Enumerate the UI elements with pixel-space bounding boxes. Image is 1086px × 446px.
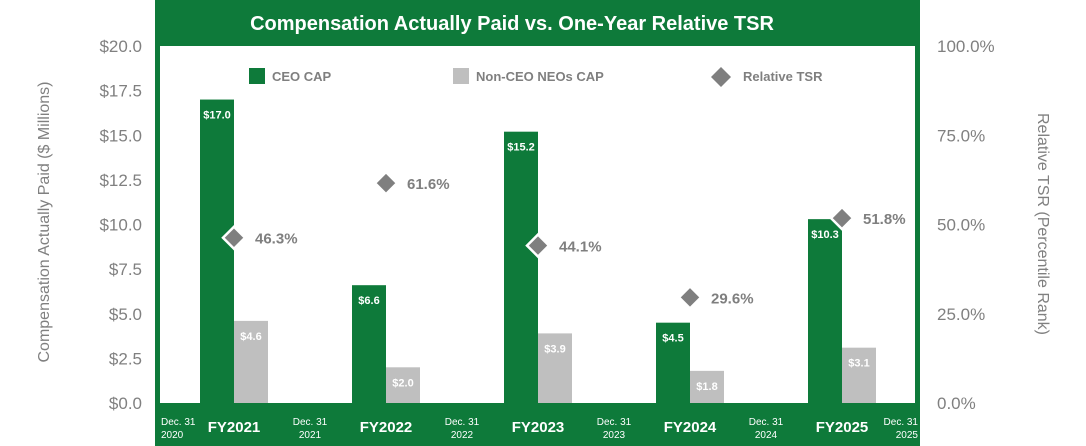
date-label-line1: Dec. 31 xyxy=(597,417,632,428)
category-label: FY2022 xyxy=(360,419,413,436)
relative-tsr-marker xyxy=(677,284,703,311)
relative-tsr-label: 44.1% xyxy=(559,239,602,256)
relative-tsr-marker xyxy=(525,232,551,259)
legend-swatch-ceo-cap xyxy=(249,68,265,84)
ceo-cap-bar-label: $4.5 xyxy=(662,333,683,345)
date-label-line1: Dec. 31 xyxy=(749,417,784,428)
y-tick-label: $10.0 xyxy=(99,216,142,235)
relative-tsr-label: 46.3% xyxy=(255,231,298,248)
y-tick-label: $5.0 xyxy=(109,305,142,324)
non-ceo-cap-bar xyxy=(690,370,724,403)
non-ceo-cap-bar xyxy=(234,320,268,403)
y-tick-label: $20.0 xyxy=(99,37,142,56)
date-label-line2: 2020 xyxy=(161,430,184,441)
date-label-line1: Dec. 31 xyxy=(884,417,919,428)
y-tick-label: $2.5 xyxy=(109,349,142,368)
y2-tick-label: 100.0% xyxy=(937,37,995,56)
relative-tsr-marker xyxy=(221,224,247,251)
ceo-cap-bar-label: $10.3 xyxy=(811,229,839,241)
ceo-cap-bar xyxy=(808,219,842,403)
y-tick-label: $12.5 xyxy=(99,171,142,190)
category-label: FY2024 xyxy=(664,419,717,436)
date-label-line2: 2022 xyxy=(451,430,474,441)
non-ceo-cap-bar xyxy=(842,347,876,403)
y-tick-label: $17.5 xyxy=(99,82,142,101)
ceo-cap-bar xyxy=(504,131,538,403)
date-label-line2: 2024 xyxy=(755,430,778,441)
date-label-line2: 2021 xyxy=(299,430,322,441)
ceo-cap-bar-label: $15.2 xyxy=(507,142,535,154)
non-ceo-cap-bar xyxy=(538,333,572,403)
legend-swatch-non-ceo-cap xyxy=(453,68,469,84)
date-label-line1: Dec. 31 xyxy=(161,417,196,428)
tsr-markers: 46.3% 61.6% 44.1% 29.6% 51.8% xyxy=(221,170,906,311)
legend-label-ceo-cap: CEO CAP xyxy=(272,69,332,84)
legend-label-relative-tsr: Relative TSR xyxy=(743,69,823,84)
date-label-line2: 2025 xyxy=(896,430,919,441)
relative-tsr-marker xyxy=(373,170,399,196)
non-ceo-cap-bar xyxy=(386,367,420,403)
non-ceo-cap-bar-label: $4.6 xyxy=(240,331,261,343)
category-label: FY2023 xyxy=(512,419,565,436)
non-ceo-cap-bar-label: $3.1 xyxy=(848,358,869,370)
bars: $17.0 $4.6 $6.6 $2.0 $15.2 $3.9 $4.5 $1.8 $10.3 $… xyxy=(200,99,876,404)
y2-axis-title: Relative TSR (Percentile Rank) xyxy=(1034,113,1051,335)
legend-label-non-ceo-cap: Non-CEO NEOs CAP xyxy=(476,69,604,84)
non-ceo-cap-bar-label: $1.8 xyxy=(696,381,717,393)
ceo-cap-bar xyxy=(352,285,386,403)
non-ceo-cap-bar-label: $3.9 xyxy=(544,343,565,355)
y2-tick-label: 0.0% xyxy=(937,394,976,413)
y2-axis-ticks: 0.0% 25.0% 50.0% 75.0% 100.0% xyxy=(937,37,995,413)
date-label-line1: Dec. 31 xyxy=(293,417,328,428)
relative-tsr-label: 29.6% xyxy=(711,290,754,307)
y-axis-ticks: $0.0 $2.5 $5.0 $7.5 $10.0 $12.5 $15.0 $17.5 $20.… xyxy=(99,37,142,413)
legend: CEO CAP Non-CEO NEOs CAP Relative TSR xyxy=(249,67,823,87)
y-tick-label: $15.0 xyxy=(99,126,142,145)
category-label: FY2021 xyxy=(208,419,261,436)
y2-tick-label: 25.0% xyxy=(937,305,985,324)
category-labels: FY2021 FY2022 FY2023 FY2024 FY2025 xyxy=(208,419,869,436)
non-ceo-cap-bar-label: $2.0 xyxy=(392,377,413,389)
relative-tsr-label: 61.6% xyxy=(407,176,450,193)
relative-tsr-label: 51.8% xyxy=(863,211,906,228)
ceo-cap-bar xyxy=(200,99,234,404)
legend-marker-relative-tsr xyxy=(711,67,731,87)
relative-tsr-marker xyxy=(829,205,855,231)
y-tick-label: $0.0 xyxy=(109,394,142,413)
y-axis-title: Compensation Actually Paid ($ Millions) xyxy=(36,81,53,362)
date-label-line2: 2023 xyxy=(603,430,626,441)
ceo-cap-bar xyxy=(656,322,690,403)
y2-tick-label: 50.0% xyxy=(937,216,985,235)
category-label: FY2025 xyxy=(816,419,869,436)
y2-tick-label: 75.0% xyxy=(937,126,985,145)
ceo-cap-bar-label: $17.0 xyxy=(203,110,231,122)
date-label-line1: Dec. 31 xyxy=(445,417,480,428)
ceo-cap-bar-label: $6.6 xyxy=(358,295,379,307)
chart-title: Compensation Actually Paid vs. One-Year … xyxy=(250,13,774,35)
y-tick-label: $7.5 xyxy=(109,260,142,279)
date-labels: Dec. 31 2020 Dec. 31 2021 Dec. 31 2022 Dec. 31… xyxy=(161,417,918,441)
